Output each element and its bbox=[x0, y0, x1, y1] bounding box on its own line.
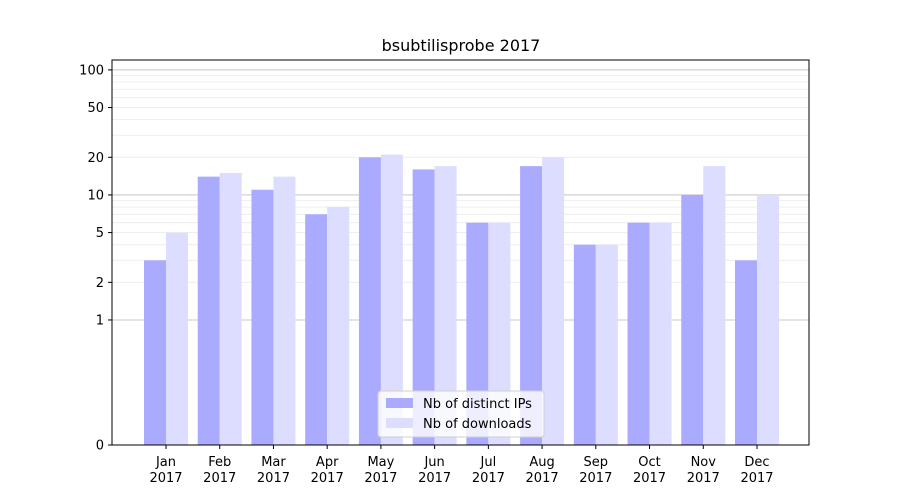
y-tick-label: 5 bbox=[96, 226, 104, 241]
bar-distinct-ips-7 bbox=[466, 222, 489, 445]
x-tick-label: Feb 2017 bbox=[203, 455, 236, 486]
y-tick-label: 20 bbox=[87, 151, 104, 166]
bar-downloads-2 bbox=[219, 172, 242, 445]
x-tick-label: Dec 2017 bbox=[740, 455, 773, 486]
x-tick-label: Jan 2017 bbox=[149, 455, 182, 486]
bar-downloads-8 bbox=[542, 157, 565, 445]
x-tick-label: Apr 2017 bbox=[311, 455, 344, 486]
y-tick-label: 0 bbox=[96, 439, 104, 454]
bar-distinct-ips-3 bbox=[251, 189, 274, 445]
bars-layer bbox=[144, 154, 779, 446]
y-axis: 0 1 2 5 10 20 50 100 bbox=[79, 63, 112, 454]
y-tick-label: 2 bbox=[96, 276, 104, 291]
legend-box bbox=[377, 390, 545, 438]
x-tick-label: Jul 2017 bbox=[472, 455, 505, 486]
bar-downloads-1 bbox=[166, 232, 188, 445]
x-tick-label: Oct 2017 bbox=[633, 455, 666, 486]
bar-distinct-ips-6 bbox=[412, 169, 435, 445]
bar-downloads-11 bbox=[703, 166, 726, 445]
bar-distinct-ips-4 bbox=[305, 214, 328, 445]
bar-downloads-3 bbox=[273, 176, 296, 445]
chart-title: bsubtilisprobe 2017 bbox=[382, 36, 541, 55]
bar-downloads-7 bbox=[488, 222, 511, 445]
x-tick-label: Aug 2017 bbox=[526, 455, 559, 486]
bar-downloads-6 bbox=[434, 166, 457, 445]
bar-distinct-ips-8 bbox=[520, 166, 543, 445]
legend: Nb of distinct IPs Nb of downloads bbox=[377, 390, 545, 438]
bar-distinct-ips-10 bbox=[627, 222, 650, 445]
legend-label: Nb of downloads bbox=[423, 417, 532, 432]
bar-downloads-9 bbox=[595, 244, 618, 445]
y-tick-label: 1 bbox=[96, 313, 104, 328]
x-tick-label: May 2017 bbox=[364, 455, 397, 486]
bar-distinct-ips-11 bbox=[681, 194, 704, 445]
legend-swatch bbox=[386, 418, 413, 428]
bar-distinct-ips-5 bbox=[358, 157, 381, 445]
bar-distinct-ips-9 bbox=[573, 244, 596, 445]
x-tick-label: Jun 2017 bbox=[418, 455, 451, 486]
x-tick-label: Sep 2017 bbox=[579, 455, 612, 486]
y-tick-label: 50 bbox=[87, 101, 104, 116]
bar-distinct-ips-12 bbox=[735, 260, 757, 445]
plot-frame bbox=[111, 59, 810, 446]
bar-distinct-ips-2 bbox=[197, 176, 220, 445]
y-tick-label: 10 bbox=[87, 188, 104, 203]
bar-downloads-4 bbox=[327, 207, 350, 445]
bar-distinct-ips-1 bbox=[144, 260, 166, 445]
x-tick-label: Nov 2017 bbox=[687, 455, 720, 486]
legend-swatch bbox=[386, 398, 413, 408]
x-tick-label: Mar 2017 bbox=[257, 455, 290, 486]
bar-downloads-10 bbox=[649, 222, 672, 445]
y-tick-label: 100 bbox=[79, 63, 104, 78]
legend-label: Nb of distinct IPs bbox=[423, 397, 532, 412]
x-axis: Jan 2017 Feb 2017 Mar 2017 Apr 2017 May 2017 Jun 20… bbox=[149, 445, 774, 486]
bar-downloads-12 bbox=[757, 194, 779, 445]
bar-downloads-5 bbox=[380, 154, 403, 446]
